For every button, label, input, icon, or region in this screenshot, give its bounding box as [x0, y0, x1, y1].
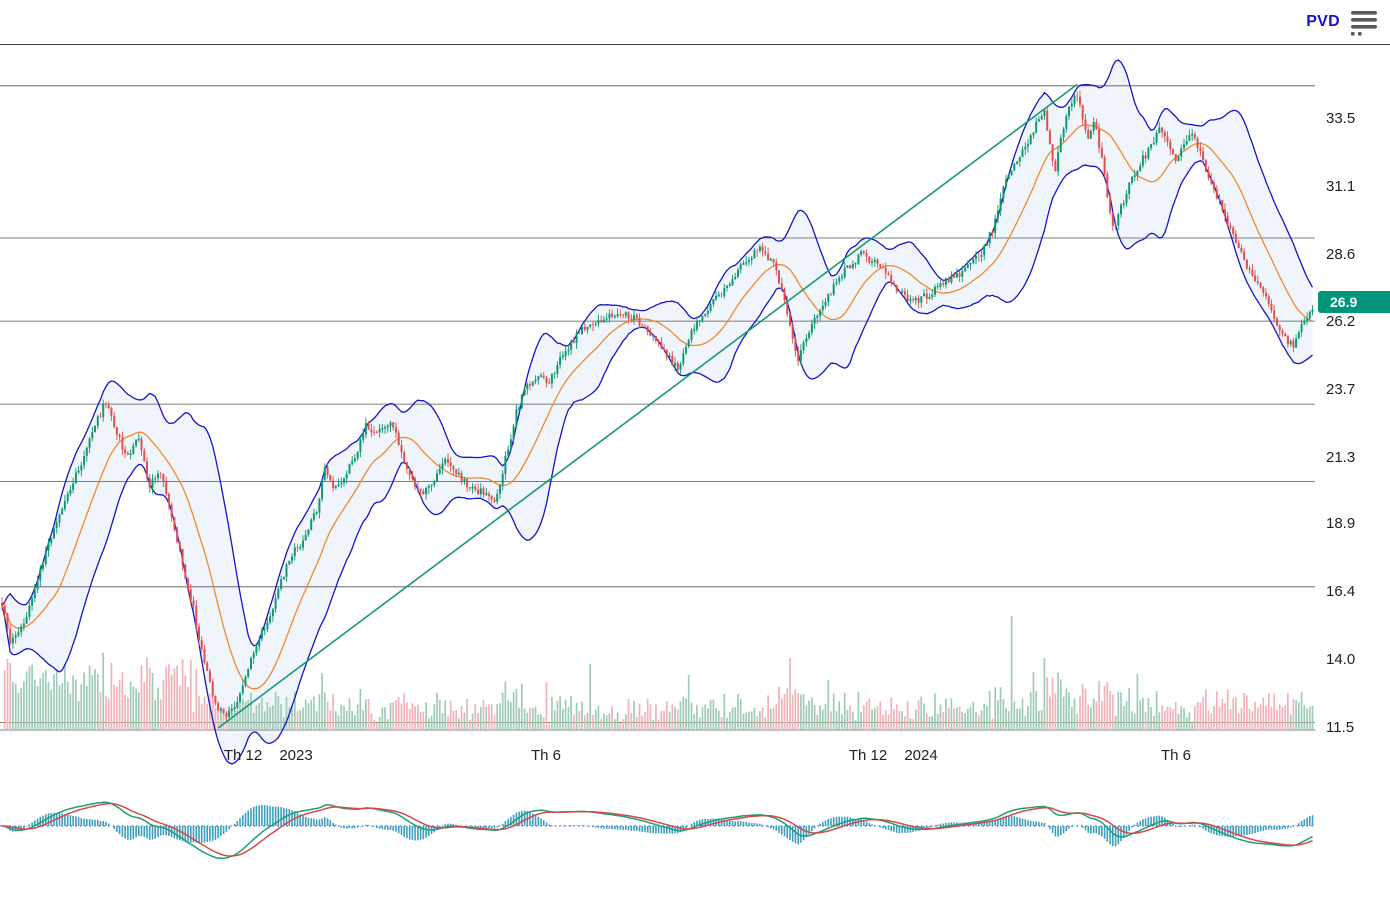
price-axis-label: 18.9 — [1326, 515, 1356, 532]
volume-bars — [3, 616, 1314, 730]
time-axis: Th 12 2023 Th 6 Th 12 2024 Th 6 — [0, 747, 1316, 769]
macd-indicator — [0, 801, 1315, 860]
time-axis-label: Th 6 — [1160, 747, 1192, 764]
ticker-symbol[interactable]: PVD — [1306, 13, 1340, 30]
price-axis-label: 26.2 — [1326, 313, 1356, 330]
price-axis-label: 23.7 — [1326, 381, 1356, 398]
price-axis-label: 21.3 — [1326, 449, 1356, 466]
time-axis-label: Th 6 — [530, 747, 562, 764]
price-axis-label: 11.5 — [1326, 719, 1355, 736]
price-axis-label: 31.1 — [1326, 178, 1356, 195]
price-axis-label: 28.6 — [1326, 246, 1356, 263]
menu-button[interactable] — [1346, 6, 1382, 38]
hamburger-icon — [1351, 11, 1377, 36]
price-axis: 26.9 33.5 31.1 28.6 26.2 23.7 21.3 18.9 16.4 14.… — [1318, 0, 1390, 898]
trendline — [217, 83, 1078, 729]
header: PVD — [0, 0, 1390, 45]
time-axis-label: Th 12 — [223, 747, 263, 764]
price-axis-label: 16.4 — [1326, 583, 1356, 600]
bollinger-fill — [2, 60, 1313, 764]
candles — [1, 90, 1314, 721]
time-axis-label: Th 12 — [848, 747, 888, 764]
price-axis-label: 14.0 — [1326, 651, 1356, 668]
price-axis-label: 33.5 — [1326, 110, 1356, 127]
current-price-badge: 26.9 — [1318, 291, 1390, 313]
time-axis-label: 2023 — [279, 747, 313, 764]
time-axis-label: 2024 — [904, 747, 938, 764]
